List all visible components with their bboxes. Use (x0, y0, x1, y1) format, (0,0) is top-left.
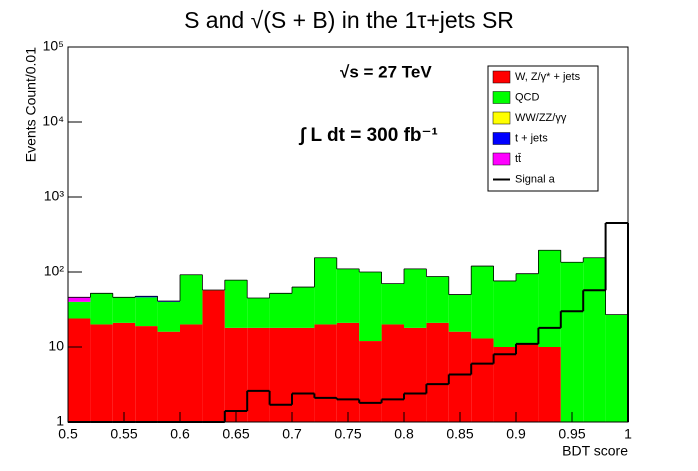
bar (359, 272, 382, 342)
bar (157, 301, 180, 332)
legend-label: tt̄ (515, 153, 521, 165)
bar (269, 293, 292, 328)
bar (224, 327, 248, 422)
bar (180, 274, 203, 325)
bar (538, 250, 561, 347)
y-tick-label: 1 (56, 413, 64, 429)
legend-label: t + jets (515, 132, 548, 144)
bar (493, 347, 516, 422)
y-tick-label: 10³ (44, 188, 65, 204)
legend-label: Signal a (515, 173, 556, 185)
bar (314, 257, 337, 325)
bar (247, 298, 270, 328)
bar (292, 287, 315, 328)
bar (112, 322, 136, 422)
bar (90, 324, 113, 422)
bar (404, 268, 427, 328)
bar (493, 280, 516, 347)
bar (336, 268, 360, 323)
legend-box (487, 65, 599, 192)
bar (471, 266, 494, 339)
y-tick-label: 10⁴ (42, 113, 64, 129)
legend-swatch (492, 132, 511, 145)
x-tick-label: 0.85 (446, 426, 473, 442)
bar (224, 280, 248, 328)
bar (292, 327, 315, 422)
bar (605, 314, 628, 422)
legend-swatch (492, 91, 511, 104)
x-tick-label: 0.5 (58, 426, 78, 442)
legend-swatch (492, 111, 511, 125)
bar (426, 276, 449, 323)
legend-swatch (492, 152, 511, 166)
bar (90, 293, 113, 325)
bar (381, 283, 404, 325)
y-tick-label: 10² (44, 263, 65, 279)
bar (448, 331, 472, 422)
bar (426, 322, 449, 422)
x-tick-label: 1 (624, 426, 632, 442)
x-tick-label: 0.95 (558, 426, 585, 442)
bar (560, 262, 584, 422)
x-tick-label: 0.8 (394, 426, 414, 442)
legend-swatch (492, 70, 511, 84)
chart-title: S and √(S + B) in the 1τ+jets SR (184, 7, 514, 33)
annotation: ∫ L dt = 300 fb⁻¹ (298, 125, 438, 146)
legend-label: W, Z/γ* + jets (515, 71, 581, 83)
x-axis-label: BDT score (562, 443, 628, 459)
bar (336, 322, 360, 422)
y-tick-label: 10 (48, 338, 64, 354)
bar (135, 297, 158, 327)
bar (157, 331, 180, 422)
bar (68, 297, 91, 302)
y-axis-label: Events Count/0.01 (23, 47, 39, 162)
legend-label: WW/ZZ/γγ (515, 112, 567, 124)
x-tick-label: 0.75 (334, 426, 361, 442)
x-tick-label: 0.7 (282, 426, 302, 442)
bar (157, 301, 180, 302)
bar (359, 341, 382, 422)
bar (269, 327, 292, 422)
bar (180, 324, 203, 422)
bar (516, 343, 539, 422)
x-tick-label: 0.65 (222, 426, 249, 442)
x-tick-label: 0.9 (506, 426, 526, 442)
bar (135, 296, 158, 298)
bar (538, 347, 561, 422)
bar (247, 327, 270, 422)
bar (448, 294, 472, 332)
bar (471, 338, 494, 422)
bar (68, 301, 91, 319)
bar (112, 297, 136, 323)
x-tick-label: 0.6 (170, 426, 190, 442)
bar (314, 324, 337, 422)
bar (583, 257, 606, 422)
x-tick-label: 0.55 (110, 426, 137, 442)
bar (516, 273, 539, 344)
bar (381, 324, 404, 422)
annotation: √s = 27 TeV (340, 62, 432, 81)
bar (404, 327, 427, 422)
bar (135, 326, 158, 422)
y-tick-label: 10⁵ (43, 38, 64, 54)
bar (68, 318, 91, 422)
bar (202, 290, 225, 422)
legend-label: QCD (515, 91, 540, 103)
